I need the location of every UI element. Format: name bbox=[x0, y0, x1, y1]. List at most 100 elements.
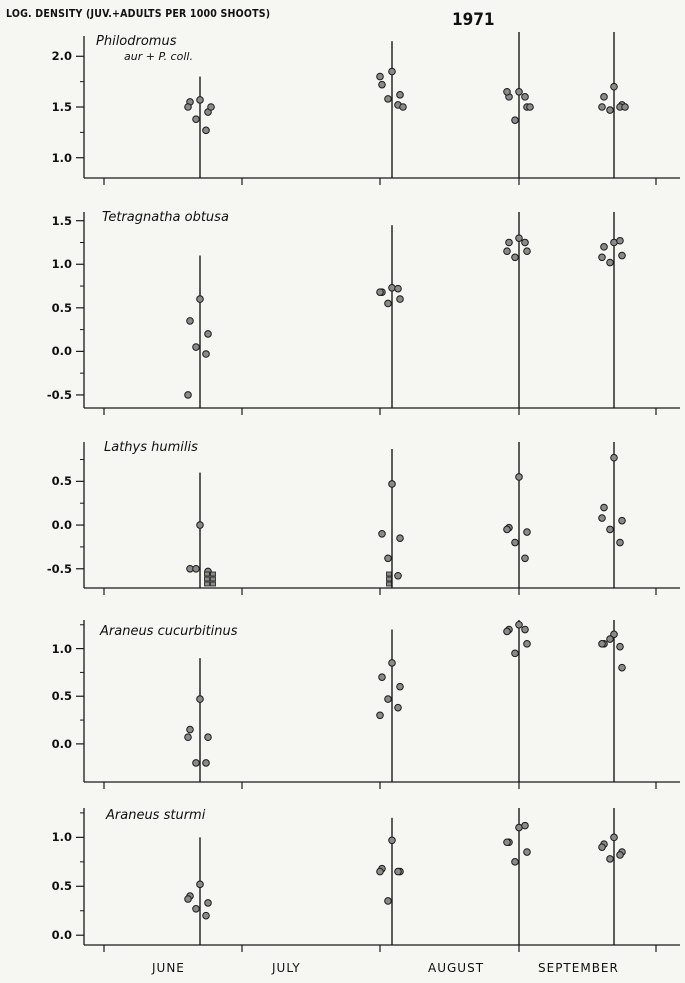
data-point bbox=[606, 635, 614, 643]
data-point bbox=[376, 711, 384, 720]
data-point bbox=[196, 521, 204, 529]
data-point bbox=[384, 695, 392, 703]
data-point bbox=[396, 682, 404, 691]
data-point bbox=[598, 253, 606, 262]
data-point bbox=[503, 627, 511, 636]
data-point bbox=[202, 126, 210, 135]
data-point bbox=[204, 733, 212, 742]
data-point bbox=[616, 538, 624, 547]
data-point bbox=[204, 330, 212, 338]
censored-mark bbox=[210, 581, 216, 587]
y-tick-label: 1.5 bbox=[51, 100, 72, 114]
data-point bbox=[186, 725, 194, 734]
data-point bbox=[610, 453, 618, 462]
data-point bbox=[396, 295, 404, 303]
data-point bbox=[515, 234, 523, 242]
data-point bbox=[207, 103, 215, 111]
data-point bbox=[503, 87, 511, 96]
y-tick-label: -0.5 bbox=[46, 561, 72, 576]
y-tick-label: 0.0 bbox=[51, 736, 72, 751]
data-point bbox=[394, 571, 402, 580]
data-point bbox=[511, 253, 519, 262]
y-tick-label: 1.0 bbox=[51, 830, 72, 845]
data-point bbox=[610, 630, 618, 639]
data-point bbox=[523, 640, 531, 648]
data-point bbox=[610, 833, 618, 842]
y-tick-label: 0.0 bbox=[51, 928, 72, 943]
data-point bbox=[399, 103, 407, 111]
censored-mark bbox=[210, 571, 216, 577]
panel-title: Tetragnatha obtusa bbox=[102, 210, 229, 225]
data-point bbox=[192, 904, 200, 913]
data-point bbox=[192, 564, 200, 573]
data-point bbox=[376, 867, 384, 876]
data-point bbox=[610, 82, 618, 91]
data-point bbox=[505, 238, 513, 247]
data-point bbox=[192, 115, 200, 123]
data-point bbox=[521, 554, 529, 563]
data-point bbox=[202, 759, 210, 767]
data-point bbox=[503, 525, 511, 534]
month-label: AUGUST bbox=[428, 961, 485, 975]
data-point bbox=[521, 238, 529, 247]
y-tick-label: 0.5 bbox=[51, 879, 72, 894]
data-point bbox=[515, 87, 523, 96]
data-point bbox=[521, 821, 529, 830]
censored-mark bbox=[204, 581, 210, 587]
censored-mark bbox=[204, 571, 210, 577]
censored-mark bbox=[386, 576, 392, 582]
data-point bbox=[606, 258, 614, 267]
data-point bbox=[511, 538, 519, 547]
data-point bbox=[621, 103, 629, 111]
data-point bbox=[598, 514, 606, 522]
data-point bbox=[606, 525, 614, 534]
data-point bbox=[523, 247, 531, 255]
data-point bbox=[202, 350, 210, 358]
data-point bbox=[396, 91, 404, 99]
data-point bbox=[526, 103, 534, 111]
y-tick-label: 1.0 bbox=[51, 641, 72, 656]
data-point bbox=[503, 247, 511, 255]
y-tick-label: 1.0 bbox=[51, 150, 72, 165]
data-point bbox=[204, 899, 212, 907]
data-point bbox=[515, 620, 523, 629]
data-point bbox=[394, 867, 402, 876]
data-point bbox=[384, 554, 392, 563]
data-point bbox=[384, 95, 392, 103]
data-point bbox=[598, 843, 606, 851]
data-point bbox=[376, 288, 384, 296]
data-point bbox=[616, 642, 624, 651]
data-point bbox=[388, 659, 396, 667]
data-point bbox=[388, 480, 396, 488]
y-tick-label: 0.5 bbox=[51, 689, 72, 704]
data-point bbox=[511, 858, 519, 866]
data-point bbox=[196, 880, 204, 889]
data-point bbox=[396, 534, 404, 542]
censored-mark bbox=[386, 581, 392, 587]
data-point bbox=[618, 663, 626, 672]
y-tick-label: 1.5 bbox=[51, 213, 72, 228]
y-tick-label: 2.0 bbox=[51, 49, 72, 64]
panel-subtitle: aur + P. coll. bbox=[124, 50, 193, 63]
data-point bbox=[378, 673, 386, 681]
data-point bbox=[388, 67, 396, 76]
y-tick-label: 0.0 bbox=[51, 344, 72, 359]
year-label: 1971 bbox=[452, 10, 495, 30]
panel-title: Philodromus bbox=[96, 34, 177, 49]
data-point bbox=[600, 243, 608, 251]
data-point bbox=[511, 116, 519, 124]
data-point bbox=[378, 80, 386, 89]
data-point bbox=[192, 343, 200, 351]
censored-mark bbox=[204, 576, 210, 582]
month-label: SEPTEMBER bbox=[538, 961, 619, 975]
month-label: JUNE bbox=[152, 961, 185, 975]
censored-mark bbox=[210, 576, 216, 582]
data-point bbox=[184, 391, 192, 399]
data-point bbox=[202, 911, 210, 920]
data-point bbox=[196, 295, 204, 303]
month-label: JULY bbox=[272, 961, 301, 975]
y-tick-label: 0.0 bbox=[51, 518, 72, 533]
panel-title: Araneus sturmi bbox=[106, 808, 206, 823]
data-point bbox=[521, 625, 529, 634]
